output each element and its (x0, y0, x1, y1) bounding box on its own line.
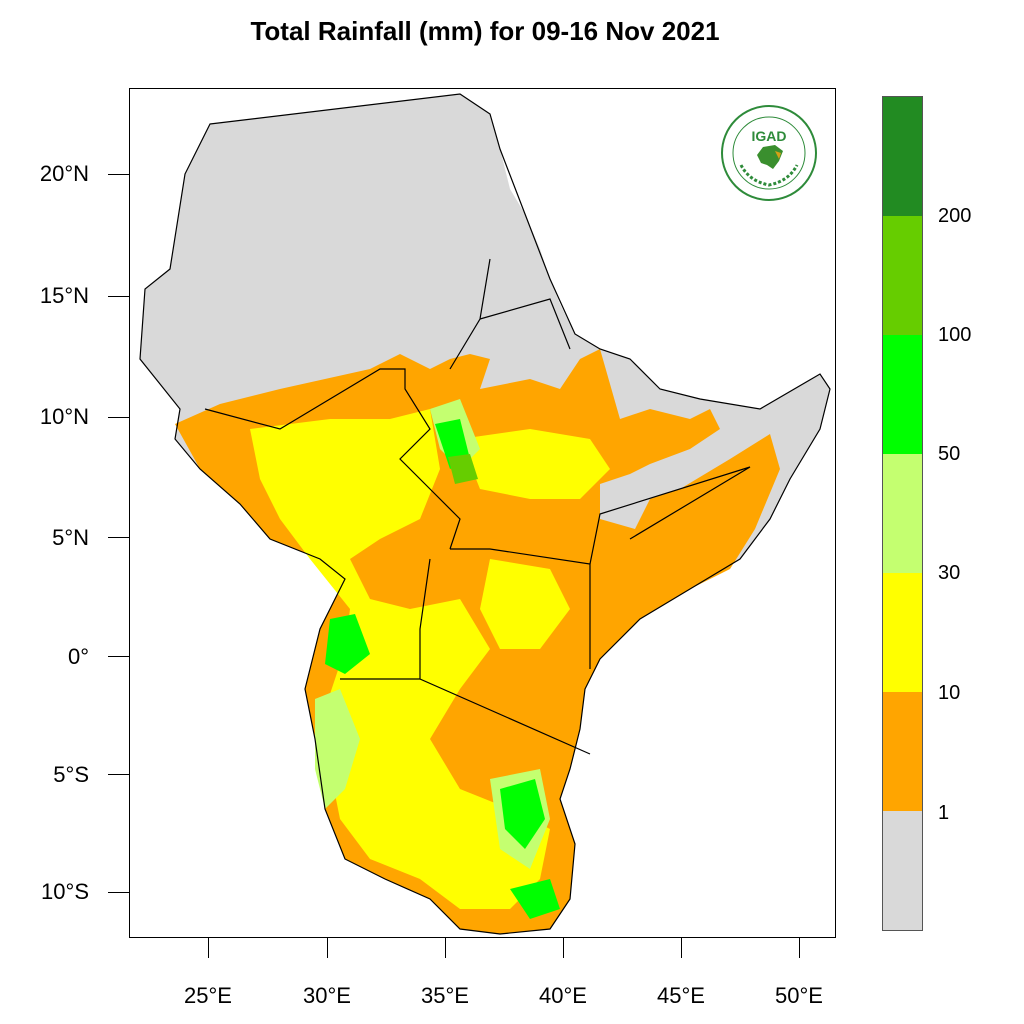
igad-logo-text: IGAD (752, 128, 787, 144)
lat-label-20n: 20°N (39, 161, 89, 186)
colorbar-label-30: 30 (938, 562, 961, 584)
lat-tick (108, 774, 129, 775)
lat-label-5s: 5°S (53, 762, 89, 787)
map-frame (129, 88, 836, 938)
lon-label-50e: 50°E (775, 983, 823, 1008)
lon-label-35e: 35°E (421, 983, 469, 1008)
lat-label-15n: 15°N (39, 283, 89, 308)
lat-tick (108, 296, 129, 297)
lon-tick (799, 938, 800, 958)
colorbar-segment-200-plus (883, 97, 922, 216)
colorbar-label-50: 50 (938, 443, 961, 465)
colorbar-segment-30-50 (883, 454, 922, 573)
colorbar-segment-1-10 (883, 692, 922, 811)
lat-label-10s: 10°S (41, 879, 89, 904)
lon-label-40e: 40°E (539, 983, 587, 1008)
lat-tick (108, 656, 129, 657)
lat-label-10n: 10°N (39, 404, 89, 429)
rain-30-50mm-zone (315, 689, 360, 809)
colorbar-segment-50-100 (883, 335, 922, 454)
colorbar-label-10: 10 (938, 682, 961, 704)
colorbar-segment-100-200 (883, 216, 922, 335)
lat-tick (108, 537, 129, 538)
lat-tick (108, 174, 129, 175)
lon-tick (681, 938, 682, 958)
lat-tick (108, 892, 129, 893)
rainfall-map (139, 93, 831, 935)
lat-tick (108, 417, 129, 418)
rain-100-200mm-zone (448, 454, 478, 484)
igad-seal: IGAD (721, 105, 817, 201)
lat-label-0: 0° (67, 644, 89, 669)
colorbar-label-200: 200 (938, 205, 972, 227)
igad-logo: IGAD (719, 103, 819, 203)
rain-50-100mm-zone (325, 614, 370, 674)
lon-tick (208, 938, 209, 958)
country-borders (139, 93, 831, 935)
colorbar (882, 96, 923, 931)
colorbar-segment-10-30 (883, 573, 922, 692)
lon-label-25e: 25°E (184, 983, 232, 1008)
lon-tick (327, 938, 328, 958)
colorbar-label-100: 100 (938, 324, 972, 346)
lon-tick (563, 938, 564, 958)
colorbar-segment-below-1 (883, 811, 922, 930)
lat-label-5n: 5°N (52, 525, 89, 550)
lon-tick (445, 938, 446, 958)
map-title: Total Rainfall (mm) for 09-16 Nov 2021 (250, 16, 720, 46)
colorbar-label-1: 1 (938, 802, 950, 824)
lon-label-45e: 45°E (657, 983, 705, 1008)
rain-10-30mm-zone (250, 409, 550, 909)
lon-label-30e: 30°E (303, 983, 351, 1008)
